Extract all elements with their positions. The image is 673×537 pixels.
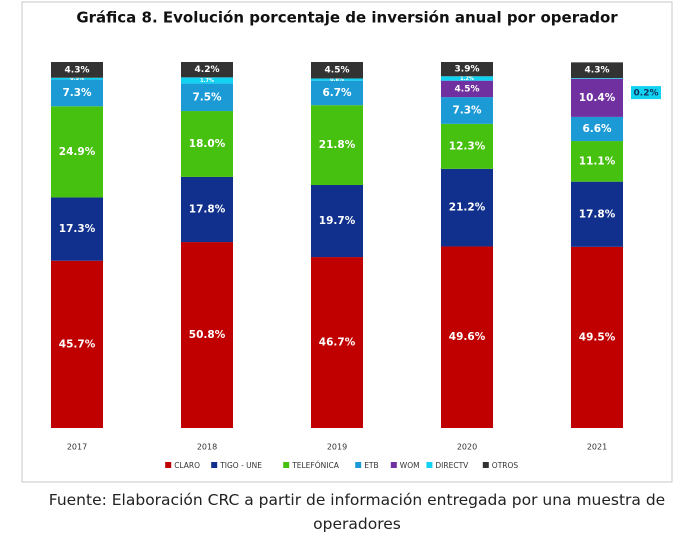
legend-label: DIRECTV xyxy=(435,461,469,470)
bar-segment xyxy=(51,197,103,261)
value-label: 7.3% xyxy=(452,104,482,116)
legend-label: ETB xyxy=(364,461,378,470)
bar-segment xyxy=(181,242,233,428)
legend-label: WOM xyxy=(400,461,420,470)
value-label: 21.2% xyxy=(449,202,486,214)
bar-segment xyxy=(51,106,103,198)
bar-segment xyxy=(441,97,493,124)
bar-segment xyxy=(571,181,623,247)
value-label: 17.8% xyxy=(579,208,616,220)
value-label: 19.7% xyxy=(319,215,356,227)
value-label: 0.6% xyxy=(330,77,344,83)
value-label: 12.3% xyxy=(449,140,486,152)
bar-segment xyxy=(311,62,363,79)
value-label: 49.5% xyxy=(579,331,616,343)
bar-segment xyxy=(441,62,493,77)
bar-segment xyxy=(571,78,623,79)
value-label: 17.8% xyxy=(189,203,226,215)
legend-swatch xyxy=(211,462,218,468)
value-label: 7.3% xyxy=(62,87,92,99)
x-tick-label: 2021 xyxy=(587,443,607,452)
value-label: 0.2% xyxy=(634,89,659,99)
value-label: 21.8% xyxy=(319,139,356,151)
legend-swatch xyxy=(426,462,433,468)
value-label: 4.2% xyxy=(195,65,220,75)
legend-label: OTROS xyxy=(492,461,519,470)
bar-segment xyxy=(311,184,363,258)
bar-segment xyxy=(51,260,103,428)
x-tick-label: 2018 xyxy=(197,443,217,452)
chart-title: Gráfica 8. Evolución porcentaje de inver… xyxy=(76,9,618,27)
legend-label: TIGO - UNE xyxy=(219,461,262,470)
value-label: 1.2% xyxy=(460,76,474,82)
chart: Gráfica 8. Evolución porcentaje de inver… xyxy=(21,1,673,483)
legend-swatch xyxy=(355,462,362,468)
value-label: 46.7% xyxy=(319,337,356,349)
value-label: 6.6% xyxy=(582,123,612,135)
bar-segment xyxy=(441,168,493,247)
legend-label: TELEFÓNICA xyxy=(291,461,340,470)
value-label: 45.7% xyxy=(59,338,96,350)
bar-segment xyxy=(181,83,233,112)
legend-swatch xyxy=(283,462,290,468)
value-label: 18.0% xyxy=(189,138,226,150)
bar-segment xyxy=(441,123,493,169)
value-label: 4.5% xyxy=(455,84,480,94)
value-label: 4.5% xyxy=(325,66,350,76)
bar-segment xyxy=(441,246,493,428)
bar-segment xyxy=(571,62,623,79)
bar-segment xyxy=(571,246,623,428)
bar-segment xyxy=(181,77,233,84)
x-tick-label: 2017 xyxy=(67,443,87,452)
bar-segment xyxy=(311,257,363,428)
value-label: 6.7% xyxy=(322,87,352,99)
legend-swatch xyxy=(165,462,172,468)
value-label: 4.3% xyxy=(585,66,610,76)
value-label: 1.7% xyxy=(200,78,214,84)
value-label: 10.4% xyxy=(579,92,616,104)
value-label: 11.1% xyxy=(579,155,616,167)
bar-segment xyxy=(181,111,233,177)
bar-segment xyxy=(571,78,623,117)
bar-segment xyxy=(311,105,363,185)
bar-segment xyxy=(181,176,233,243)
bar-segment xyxy=(51,77,103,80)
value-label: 24.9% xyxy=(59,146,96,158)
value-label: 0.5% xyxy=(70,76,84,82)
bar-segment xyxy=(311,78,363,81)
value-label: 7.5% xyxy=(192,91,222,103)
x-tick-label: 2020 xyxy=(457,443,477,452)
bar-segment xyxy=(571,116,623,142)
x-tick-label: 2019 xyxy=(327,443,347,452)
value-label: 3.9% xyxy=(455,65,480,75)
bar-segment xyxy=(571,141,623,182)
legend-swatch xyxy=(390,462,397,468)
callout-box xyxy=(631,86,661,100)
bar-segment xyxy=(181,62,233,78)
value-label: 4.3% xyxy=(65,65,90,75)
bar-segment xyxy=(51,79,103,107)
chart-frame xyxy=(21,1,673,483)
legend-label: CLARO xyxy=(174,461,200,470)
bar-segment xyxy=(311,80,363,106)
bar-segment xyxy=(51,62,103,78)
value-label: 50.8% xyxy=(189,329,226,341)
legend-swatch xyxy=(482,462,489,468)
bar-segment xyxy=(441,80,493,98)
value-label: 17.3% xyxy=(59,223,96,235)
source-note: Fuente: Elaboración CRC a partir de info… xyxy=(48,491,666,533)
bar-segment xyxy=(441,76,493,81)
value-label: 49.6% xyxy=(449,331,486,343)
